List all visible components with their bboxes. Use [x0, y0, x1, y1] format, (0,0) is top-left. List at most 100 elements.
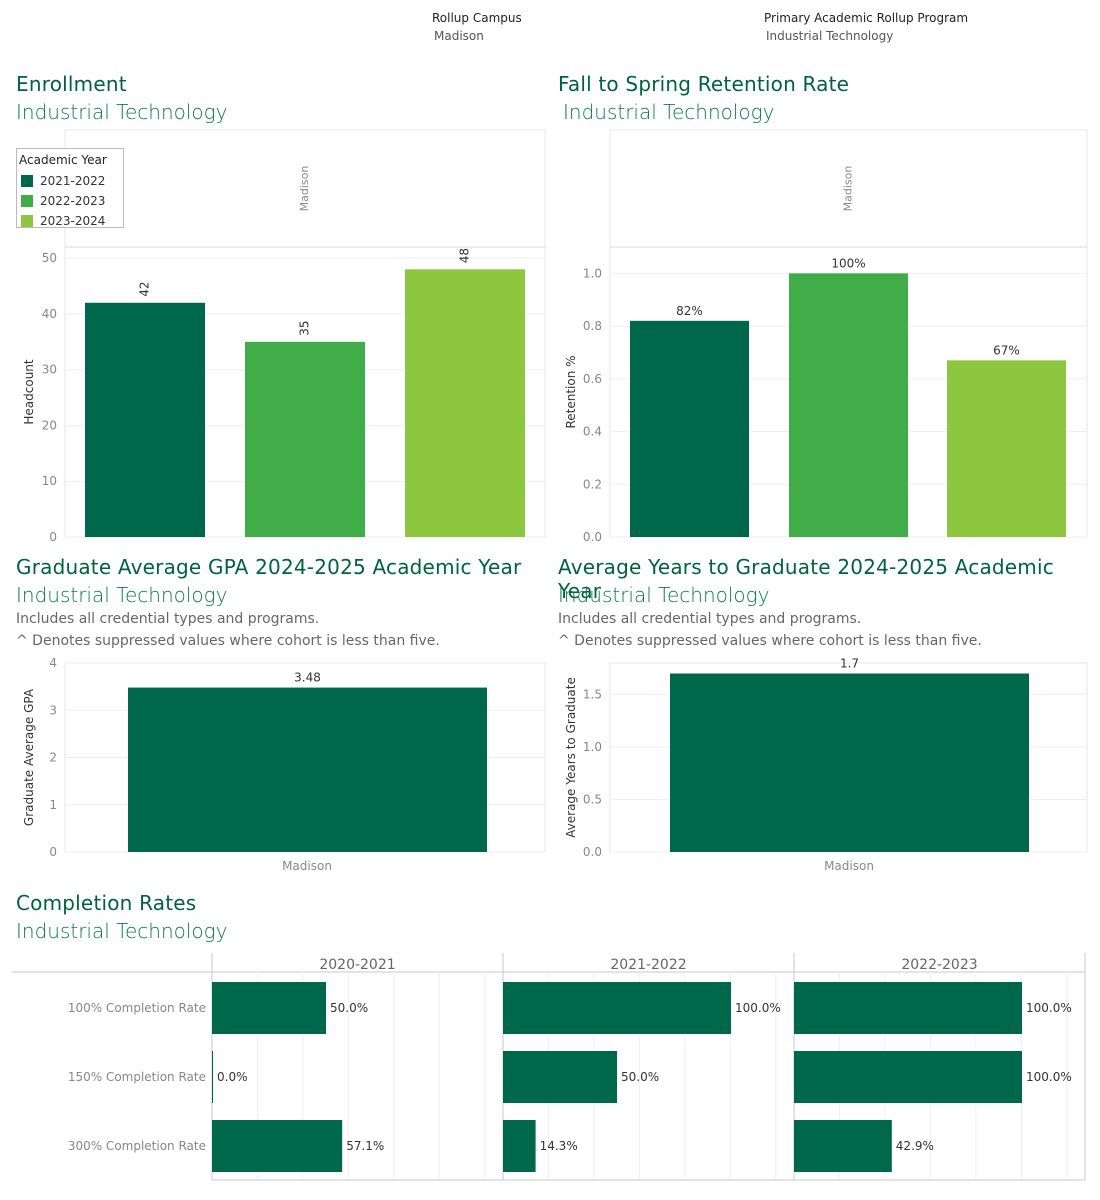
- bar-2021-2022: [85, 302, 205, 537]
- legend-item-label: 2022-2023: [40, 194, 106, 208]
- filter-campus[interactable]: Rollup Campus Madison: [432, 11, 522, 43]
- y-tick-label: 2: [49, 751, 57, 765]
- year-column-header: 2021-2022: [610, 957, 686, 973]
- legend-item-label: 2021-2022: [40, 174, 106, 188]
- years-subtitle: Industrial Technology: [558, 583, 770, 607]
- years-note-2: ^ Denotes suppressed values where cohort…: [558, 633, 982, 649]
- x-category-label: Madison: [282, 859, 332, 873]
- row-label: 100% Completion Rate: [68, 1001, 206, 1015]
- completion-bar: [212, 1051, 213, 1103]
- y-tick-label: 0.6: [583, 372, 602, 386]
- bar-2021-2022: [630, 320, 749, 537]
- y-tick-label: 0.5: [583, 793, 602, 807]
- year-column-header: 2020-2021: [319, 957, 395, 973]
- bar-Madison: [128, 687, 487, 852]
- y-tick-label: 20: [42, 418, 57, 432]
- y-tick-label: 0: [49, 530, 57, 544]
- data-label: 50.0%: [330, 1001, 368, 1015]
- completion-title: Completion Rates: [16, 891, 197, 915]
- legend-item-2023-2024[interactable]: 2023-2024: [17, 211, 123, 231]
- filter-program[interactable]: Primary Academic Rollup Program Industri…: [764, 11, 968, 43]
- y-axis-title: Graduate Average GPA: [22, 688, 36, 826]
- data-label: 42.9%: [896, 1139, 934, 1153]
- data-label: 1.7: [840, 657, 859, 671]
- gpa-note-1: Includes all credential types and progra…: [16, 611, 320, 627]
- x-category-label: Madison: [824, 859, 874, 873]
- completion-bar: [212, 1120, 343, 1172]
- y-tick-label: 1: [49, 798, 57, 812]
- legend-swatch: [21, 215, 33, 227]
- y-tick-label: 0.8: [583, 319, 602, 333]
- year-column-header: 2022-2023: [901, 957, 977, 973]
- data-label: 100%: [831, 256, 865, 270]
- completion-bar: [794, 1120, 892, 1172]
- filter-value: Madison: [434, 29, 484, 43]
- data-label: 48: [458, 248, 472, 263]
- retention-subtitle: Industrial Technology: [563, 100, 775, 124]
- filter-value: Industrial Technology: [766, 29, 894, 43]
- y-tick-label: 0.2: [583, 477, 602, 491]
- legend-item-2021-2022[interactable]: 2021-2022: [17, 171, 123, 191]
- completion-bar: [503, 1120, 536, 1172]
- y-axis-title: Retention %: [564, 355, 578, 428]
- enrollment-subtitle: Industrial Technology: [16, 100, 228, 124]
- years-title: Average Years to Graduate 2024-2025 Acad…: [558, 555, 1054, 603]
- years-note-1: Includes all credential types and progra…: [558, 611, 862, 627]
- row-label: 150% Completion Rate: [68, 1070, 206, 1084]
- y-tick-label: 0.4: [583, 425, 602, 439]
- y-tick-label: 1.0: [583, 740, 602, 754]
- y-tick-label: 0: [49, 845, 57, 859]
- retention-title: Fall to Spring Retention Rate: [558, 72, 850, 96]
- enrollment-title: Enrollment: [16, 72, 127, 96]
- y-tick-label: 4: [49, 656, 57, 670]
- completion-bar: [794, 1051, 1022, 1103]
- completion-bar: [503, 982, 731, 1034]
- column-header-label: Madison: [842, 166, 855, 212]
- y-tick-label: 3: [49, 703, 57, 717]
- data-label: 100.0%: [735, 1001, 781, 1015]
- data-label: 100.0%: [1026, 1001, 1072, 1015]
- bar-2022-2023: [245, 341, 365, 537]
- y-tick-label: 1.5: [583, 688, 602, 702]
- legend-swatch: [21, 195, 33, 207]
- completion-bar: [503, 1051, 617, 1103]
- bar-2023-2024: [947, 360, 1066, 537]
- filter-label: Primary Academic Rollup Program: [764, 11, 969, 25]
- data-label: 35: [298, 321, 312, 336]
- data-label: 3.48: [294, 671, 321, 685]
- data-label: 100.0%: [1026, 1070, 1072, 1084]
- filter-label: Rollup Campus: [432, 11, 522, 25]
- legend-item-label: 2023-2024: [40, 214, 106, 228]
- y-tick-label: 1.0: [583, 266, 602, 280]
- y-tick-label: 10: [42, 474, 57, 488]
- completion-subtitle: Industrial Technology: [16, 919, 228, 943]
- data-label: 50.0%: [621, 1070, 659, 1084]
- bar-Madison: [670, 673, 1029, 852]
- academic-year-legend[interactable]: Academic Year 2021-2022 2022-2023 2023-2…: [16, 148, 124, 228]
- gpa-note-2: ^ Denotes suppressed values where cohort…: [16, 633, 440, 649]
- data-label: 42: [138, 281, 152, 296]
- column-header-label: Madison: [298, 166, 311, 212]
- legend-swatch: [21, 175, 33, 187]
- legend-item-2022-2023[interactable]: 2022-2023: [17, 191, 123, 211]
- data-label: 14.3%: [540, 1139, 578, 1153]
- data-label: 82%: [676, 304, 703, 318]
- gpa-subtitle: Industrial Technology: [16, 583, 228, 607]
- legend-title: Academic Year: [19, 153, 107, 167]
- data-label: 0.0%: [217, 1070, 248, 1084]
- completion-bar: [212, 982, 326, 1034]
- y-tick-label: 0.0: [583, 530, 602, 544]
- y-tick-label: 40: [42, 307, 57, 321]
- bar-2022-2023: [789, 273, 908, 537]
- y-axis-title: Average Years to Graduate: [564, 677, 578, 838]
- y-tick-label: 0.0: [583, 845, 602, 859]
- completion-bar: [794, 982, 1022, 1034]
- y-tick-label: 50: [42, 251, 57, 265]
- row-label: 300% Completion Rate: [68, 1139, 206, 1153]
- data-label: 57.1%: [346, 1139, 384, 1153]
- y-tick-label: 30: [42, 363, 57, 377]
- bar-2023-2024: [405, 269, 525, 537]
- data-label: 67%: [993, 343, 1020, 357]
- y-axis-title: Headcount: [22, 359, 36, 425]
